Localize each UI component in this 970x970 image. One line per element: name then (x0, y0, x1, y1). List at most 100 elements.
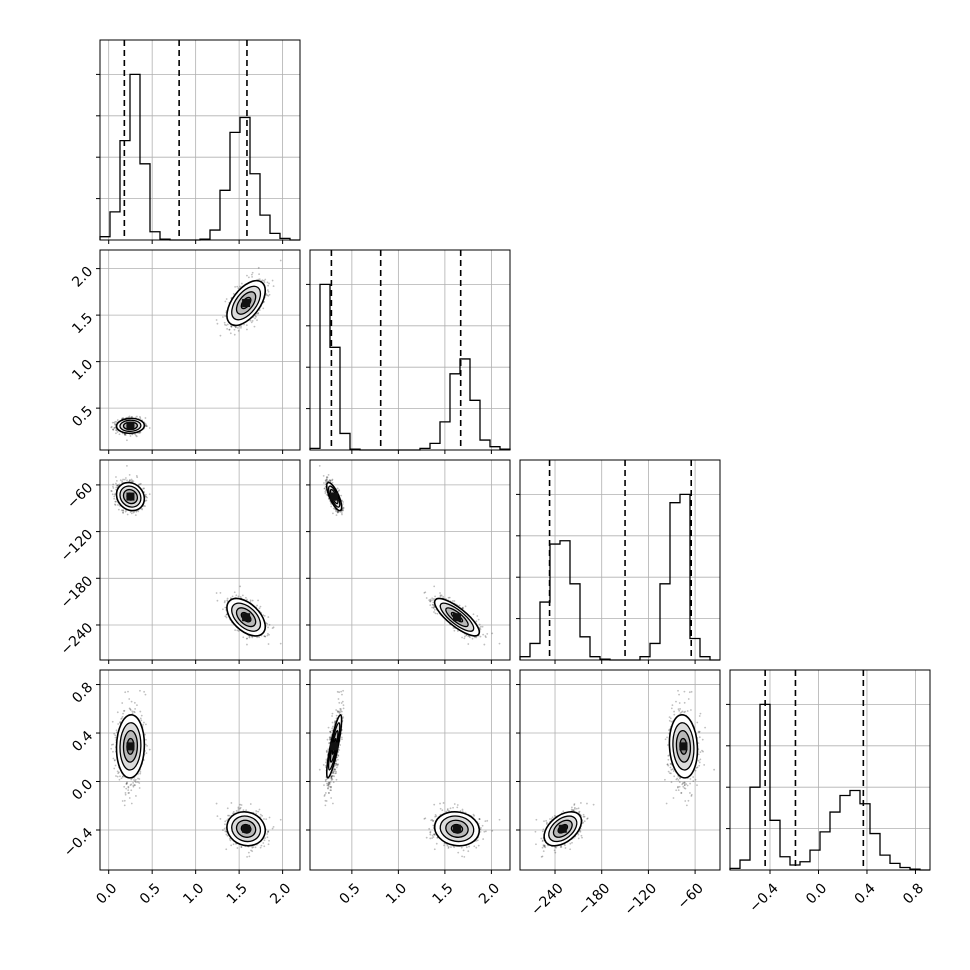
sample-point (256, 636, 258, 638)
sample-point (115, 432, 117, 434)
sample-point (251, 637, 253, 639)
sample-point (480, 636, 482, 638)
sample-point (251, 274, 253, 276)
sample-point (257, 600, 259, 602)
sample-point (224, 615, 226, 617)
sample-point (134, 708, 136, 710)
sample-point (125, 792, 127, 794)
sample-point (121, 509, 123, 511)
sample-point (145, 494, 147, 496)
sample-point (330, 506, 332, 508)
sample-point (115, 501, 117, 503)
sample-point (116, 480, 118, 482)
sample-point (224, 322, 226, 324)
sample-point (117, 504, 119, 506)
sample-point (130, 789, 132, 791)
sample-point (254, 317, 256, 319)
sample-point (431, 597, 433, 599)
sample-point (235, 326, 237, 328)
sample-point (325, 479, 327, 481)
sample-point (341, 512, 343, 514)
sample-point (268, 291, 270, 293)
sample-point (115, 737, 117, 739)
sample-point (268, 283, 270, 285)
sample-point (433, 585, 435, 587)
sample-point (112, 429, 114, 431)
sample-point (337, 488, 339, 490)
sample-point (262, 308, 264, 310)
sample-point (114, 494, 116, 496)
density-peak (126, 422, 134, 430)
sample-point (463, 637, 465, 639)
sample-point (136, 704, 138, 706)
sample-point (335, 510, 337, 512)
sample-point (323, 482, 325, 484)
hist-panel-2 (306, 250, 510, 454)
sample-point (131, 710, 133, 712)
sample-point (324, 492, 326, 494)
scatter-panel-1-3 (96, 460, 300, 664)
sample-point (235, 594, 237, 596)
sample-point (125, 477, 127, 479)
sample-point (252, 320, 254, 322)
sample-point (264, 615, 266, 617)
sample-point (114, 734, 116, 736)
sample-point (454, 600, 456, 602)
sample-point (236, 630, 238, 632)
sample-point (145, 496, 147, 498)
sample-point (246, 324, 248, 326)
sample-point (117, 723, 119, 725)
sample-point (125, 788, 127, 790)
sample-point (149, 427, 151, 429)
sample-point (341, 514, 343, 516)
sample-point (139, 787, 141, 789)
sample-point (442, 596, 444, 598)
sample-point (119, 433, 121, 435)
hist-panel-3 (516, 460, 720, 664)
sample-point (124, 691, 126, 693)
sample-point (113, 427, 115, 429)
sample-point (238, 287, 240, 289)
sample-point (280, 643, 282, 645)
sample-point (110, 748, 112, 750)
sample-point (453, 630, 455, 632)
sample-point (113, 496, 115, 498)
sample-point (116, 729, 118, 731)
sample-point (126, 439, 128, 441)
sample-point (119, 775, 121, 777)
sample-point (232, 596, 234, 598)
sample-point (329, 479, 331, 481)
sample-point (234, 591, 236, 593)
sample-point (116, 484, 118, 486)
sample-point (465, 605, 467, 607)
sample-point (258, 267, 260, 269)
sample-point (260, 606, 262, 608)
sample-point (246, 638, 248, 640)
sample-point (145, 723, 147, 725)
sample-point (146, 425, 148, 427)
sample-point (130, 435, 132, 437)
hist-panel-4 (726, 670, 930, 874)
sample-point (461, 637, 463, 639)
sample-point (256, 319, 258, 321)
sample-point (241, 283, 243, 285)
sample-point (426, 597, 428, 599)
sample-point (143, 488, 145, 490)
sample-point (124, 804, 126, 806)
sample-point (115, 765, 117, 767)
sample-point (143, 722, 145, 724)
sample-point (459, 605, 461, 607)
sample-point (146, 745, 148, 747)
sample-point (122, 713, 124, 715)
density-peak (330, 493, 338, 501)
sample-point (429, 604, 431, 606)
scatter-panel-1-2 (96, 250, 300, 454)
sample-point (473, 613, 475, 615)
sample-point (145, 423, 147, 425)
sample-point (240, 596, 242, 598)
scatter-panel-1-4 (96, 670, 300, 874)
sample-point (144, 505, 146, 507)
sample-point (264, 636, 266, 638)
sample-point (472, 638, 474, 640)
sample-point (248, 276, 250, 278)
